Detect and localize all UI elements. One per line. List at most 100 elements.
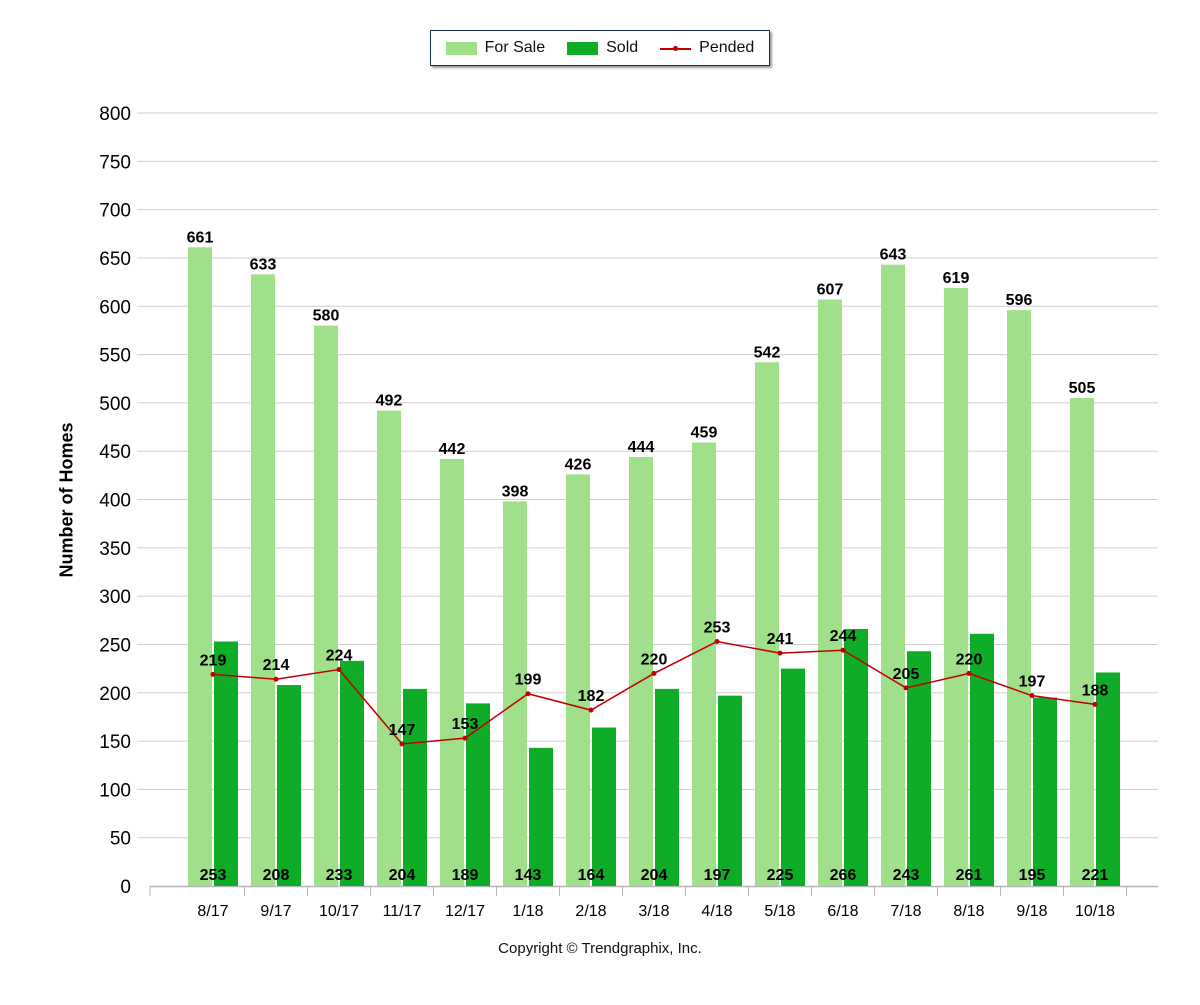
point-pended xyxy=(1092,701,1098,707)
x-tick-label: 9/18 xyxy=(1016,903,1047,920)
data-label-for-sale: 661 xyxy=(187,229,214,246)
bar-for-sale xyxy=(377,410,401,886)
data-label-pended: 253 xyxy=(704,620,731,637)
point-pended xyxy=(462,735,468,741)
data-label-sold: 195 xyxy=(1019,867,1046,884)
data-label-for-sale: 444 xyxy=(628,439,655,456)
bar-sold xyxy=(403,688,427,886)
x-tick-label: 12/17 xyxy=(445,903,485,920)
y-tick-label: 100 xyxy=(99,780,131,801)
data-label-pended: 244 xyxy=(830,628,857,645)
bar-for-sale xyxy=(629,456,653,886)
data-label-for-sale: 442 xyxy=(439,441,466,458)
bar-for-sale xyxy=(440,458,464,886)
x-tick-label: 8/18 xyxy=(953,903,984,920)
data-label-for-sale: 505 xyxy=(1069,380,1096,397)
x-tick-label: 6/18 xyxy=(827,903,858,920)
y-tick-label: 450 xyxy=(99,442,131,463)
x-tick-label: 8/17 xyxy=(197,903,228,920)
data-label-pended: 241 xyxy=(767,631,794,648)
data-label-pended: 188 xyxy=(1082,682,1109,699)
data-label-pended: 197 xyxy=(1019,674,1046,691)
bar-for-sale xyxy=(251,274,275,886)
bar-for-sale xyxy=(503,501,527,886)
data-label-for-sale: 398 xyxy=(502,483,529,500)
bar-sold xyxy=(1033,697,1057,886)
data-label-pended: 153 xyxy=(452,716,479,733)
data-label-pended: 219 xyxy=(200,652,227,669)
point-pended xyxy=(525,691,531,697)
data-label-for-sale: 580 xyxy=(313,308,340,325)
legend-swatch-pended xyxy=(660,42,692,55)
data-label-sold: 143 xyxy=(515,867,542,884)
data-label-pended: 205 xyxy=(893,666,920,683)
x-tick-label: 10/17 xyxy=(319,903,359,920)
bar-sold xyxy=(844,628,868,886)
data-label-for-sale: 596 xyxy=(1006,292,1033,309)
data-label-pended: 199 xyxy=(515,672,542,689)
bar-sold xyxy=(907,651,931,886)
data-label-for-sale: 459 xyxy=(691,424,718,441)
point-pended xyxy=(966,670,972,676)
bar-sold xyxy=(718,695,742,886)
x-tick-label: 4/18 xyxy=(701,903,732,920)
data-label-sold: 208 xyxy=(263,867,290,884)
y-tick-label: 400 xyxy=(99,491,131,512)
bar-sold xyxy=(655,688,679,886)
data-label-pended: 220 xyxy=(956,651,983,668)
bar-for-sale xyxy=(692,442,716,886)
y-tick-label: 550 xyxy=(99,346,131,367)
x-tick-label: 10/18 xyxy=(1075,903,1115,920)
point-pended xyxy=(840,647,846,653)
y-tick-label: 750 xyxy=(99,152,131,173)
bar-for-sale xyxy=(314,325,338,886)
data-label-sold: 197 xyxy=(704,867,731,884)
y-tick-label: 600 xyxy=(99,297,131,318)
y-tick-label: 650 xyxy=(99,249,131,270)
point-pended xyxy=(588,707,594,713)
bar-for-sale xyxy=(1007,310,1031,886)
data-label-sold: 221 xyxy=(1082,867,1109,884)
data-label-for-sale: 492 xyxy=(376,393,403,410)
bar-for-sale xyxy=(944,287,968,886)
bar-for-sale xyxy=(566,474,590,886)
y-tick-label: 0 xyxy=(120,877,131,898)
bar-sold xyxy=(340,660,364,886)
bar-sold xyxy=(214,641,238,886)
y-tick-label: 300 xyxy=(99,587,131,608)
point-pended xyxy=(399,741,405,747)
data-label-for-sale: 607 xyxy=(817,281,844,298)
x-tick-label: 2/18 xyxy=(575,903,606,920)
data-label-pended: 147 xyxy=(389,722,416,739)
x-tick-label: 3/18 xyxy=(638,903,669,920)
y-tick-label: 500 xyxy=(99,394,131,415)
data-label-sold: 225 xyxy=(767,867,794,884)
legend-swatch-sold xyxy=(567,41,599,55)
legend-item-sold[interactable]: Sold xyxy=(567,39,638,57)
bar-sold xyxy=(529,747,553,886)
data-label-sold: 243 xyxy=(893,867,920,884)
data-label-sold: 261 xyxy=(956,867,983,884)
data-label-sold: 204 xyxy=(641,867,668,884)
point-pended xyxy=(273,676,279,682)
legend-item-pended[interactable]: Pended xyxy=(660,39,754,57)
legend: For Sale Sold Pended xyxy=(430,30,770,66)
bar-sold xyxy=(781,668,805,886)
point-pended xyxy=(336,667,342,673)
x-tick-label: 11/17 xyxy=(383,903,422,920)
y-tick-label: 150 xyxy=(99,732,131,753)
bar-sold xyxy=(592,727,616,886)
data-label-for-sale: 643 xyxy=(880,247,907,264)
bar-for-sale xyxy=(755,362,779,887)
data-label-pended: 214 xyxy=(263,657,290,674)
legend-item-for-sale[interactable]: For Sale xyxy=(445,39,545,57)
data-label-pended: 182 xyxy=(578,688,605,705)
data-label-for-sale: 633 xyxy=(250,256,277,273)
point-pended xyxy=(777,650,783,656)
legend-label-sold: Sold xyxy=(606,39,639,56)
bar-sold xyxy=(277,685,301,886)
bar-for-sale xyxy=(881,264,905,886)
bar-for-sale xyxy=(818,299,842,887)
point-pended xyxy=(210,671,216,677)
